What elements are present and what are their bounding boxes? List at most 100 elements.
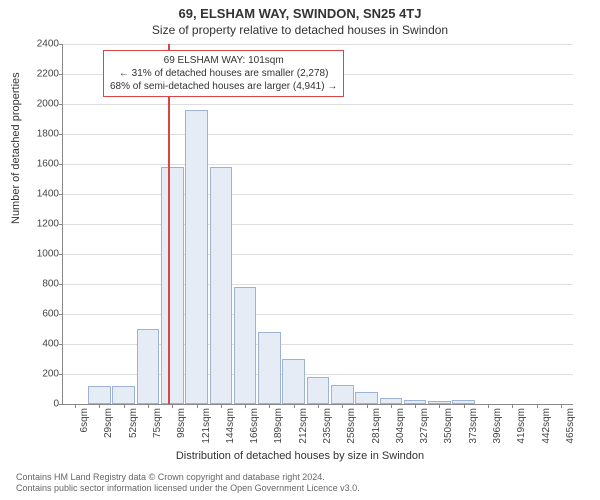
ytick-mark <box>59 164 63 165</box>
page-title: 69, ELSHAM WAY, SWINDON, SN25 4TJ <box>0 0 600 21</box>
xtick-label: 396sqm <box>492 408 503 444</box>
xtick-label: 235sqm <box>322 408 333 444</box>
xtick-label: 75sqm <box>152 408 163 438</box>
y-axis-label: Number of detached properties <box>10 72 22 224</box>
xtick-mark <box>415 404 416 408</box>
xtick-label: 144sqm <box>225 408 236 444</box>
ytick-mark <box>59 284 63 285</box>
histogram-bar <box>161 167 184 404</box>
annotation-box: 69 ELSHAM WAY: 101sqm← 31% of detached h… <box>103 50 344 97</box>
annotation-line-3: 68% of semi-detached houses are larger (… <box>110 80 337 93</box>
gridline <box>63 224 573 225</box>
histogram-bar <box>137 329 160 404</box>
ytick-label: 1000 <box>19 249 59 260</box>
histogram-bar <box>234 287 257 404</box>
xtick-label: 121sqm <box>201 408 212 444</box>
ytick-mark <box>59 254 63 255</box>
marker-line <box>168 44 170 404</box>
xtick-mark <box>512 404 513 408</box>
xtick-label: 212sqm <box>298 408 309 444</box>
ytick-label: 600 <box>19 309 59 320</box>
xtick-mark <box>197 404 198 408</box>
ytick-label: 2200 <box>19 69 59 80</box>
gridline <box>63 134 573 135</box>
xtick-label: 258sqm <box>346 408 357 444</box>
footer-attribution: Contains HM Land Registry data © Crown c… <box>16 472 360 494</box>
gridline <box>63 104 573 105</box>
xtick-mark <box>342 404 343 408</box>
xtick-label: 98sqm <box>176 408 187 438</box>
ytick-label: 2400 <box>19 39 59 50</box>
xtick-mark <box>99 404 100 408</box>
x-axis-label: Distribution of detached houses by size … <box>0 450 600 462</box>
xtick-label: 327sqm <box>419 408 430 444</box>
ytick-label: 1800 <box>19 129 59 140</box>
annotation-line-1: 69 ELSHAM WAY: 101sqm <box>110 54 337 67</box>
ytick-mark <box>59 44 63 45</box>
ytick-label: 2000 <box>19 99 59 110</box>
xtick-label: 419sqm <box>516 408 527 444</box>
xtick-mark <box>172 404 173 408</box>
xtick-mark <box>391 404 392 408</box>
xtick-mark <box>439 404 440 408</box>
ytick-mark <box>59 134 63 135</box>
ytick-label: 1200 <box>19 219 59 230</box>
xtick-mark <box>148 404 149 408</box>
xtick-label: 442sqm <box>541 408 552 444</box>
ytick-label: 1400 <box>19 189 59 200</box>
xtick-mark <box>245 404 246 408</box>
histogram-bar <box>185 110 208 404</box>
footer-line-2: Contains public sector information licen… <box>16 483 360 494</box>
ytick-mark <box>59 224 63 225</box>
ytick-mark <box>59 104 63 105</box>
histogram-bar <box>88 386 111 404</box>
ytick-mark <box>59 374 63 375</box>
ytick-mark <box>59 74 63 75</box>
xtick-label: 304sqm <box>395 408 406 444</box>
xtick-mark <box>537 404 538 408</box>
gridline <box>63 44 573 45</box>
gridline <box>63 194 573 195</box>
xtick-label: 29sqm <box>103 408 114 438</box>
histogram-bar <box>331 385 354 405</box>
chart-container: 69, ELSHAM WAY, SWINDON, SN25 4TJ Size o… <box>0 0 600 500</box>
ytick-label: 200 <box>19 369 59 380</box>
xtick-mark <box>561 404 562 408</box>
footer-line-1: Contains HM Land Registry data © Crown c… <box>16 472 360 483</box>
plot-region: 0200400600800100012001400160018002000220… <box>62 44 573 405</box>
gridline <box>63 164 573 165</box>
ytick-mark <box>59 344 63 345</box>
xtick-label: 6sqm <box>79 408 90 432</box>
annotation-line-2: ← 31% of detached houses are smaller (2,… <box>110 67 337 80</box>
gridline <box>63 284 573 285</box>
histogram-bar <box>210 167 233 404</box>
xtick-label: 189sqm <box>273 408 284 444</box>
ytick-label: 400 <box>19 339 59 350</box>
xtick-label: 373sqm <box>468 408 479 444</box>
xtick-mark <box>269 404 270 408</box>
xtick-mark <box>221 404 222 408</box>
ytick-mark <box>59 404 63 405</box>
ytick-label: 800 <box>19 279 59 290</box>
gridline <box>63 314 573 315</box>
gridline <box>63 254 573 255</box>
chart-area: 0200400600800100012001400160018002000220… <box>62 44 572 404</box>
xtick-label: 166sqm <box>249 408 260 444</box>
ytick-label: 0 <box>19 399 59 410</box>
histogram-bar <box>112 386 135 404</box>
xtick-mark <box>124 404 125 408</box>
histogram-bar <box>307 377 330 404</box>
ytick-label: 1600 <box>19 159 59 170</box>
histogram-bar <box>355 392 378 404</box>
xtick-label: 465sqm <box>565 408 576 444</box>
xtick-label: 52sqm <box>128 408 139 438</box>
xtick-mark <box>367 404 368 408</box>
xtick-mark <box>488 404 489 408</box>
histogram-bar <box>258 332 281 404</box>
ytick-mark <box>59 194 63 195</box>
xtick-mark <box>464 404 465 408</box>
xtick-mark <box>294 404 295 408</box>
histogram-bar <box>282 359 305 404</box>
xtick-mark <box>75 404 76 408</box>
xtick-label: 350sqm <box>443 408 454 444</box>
